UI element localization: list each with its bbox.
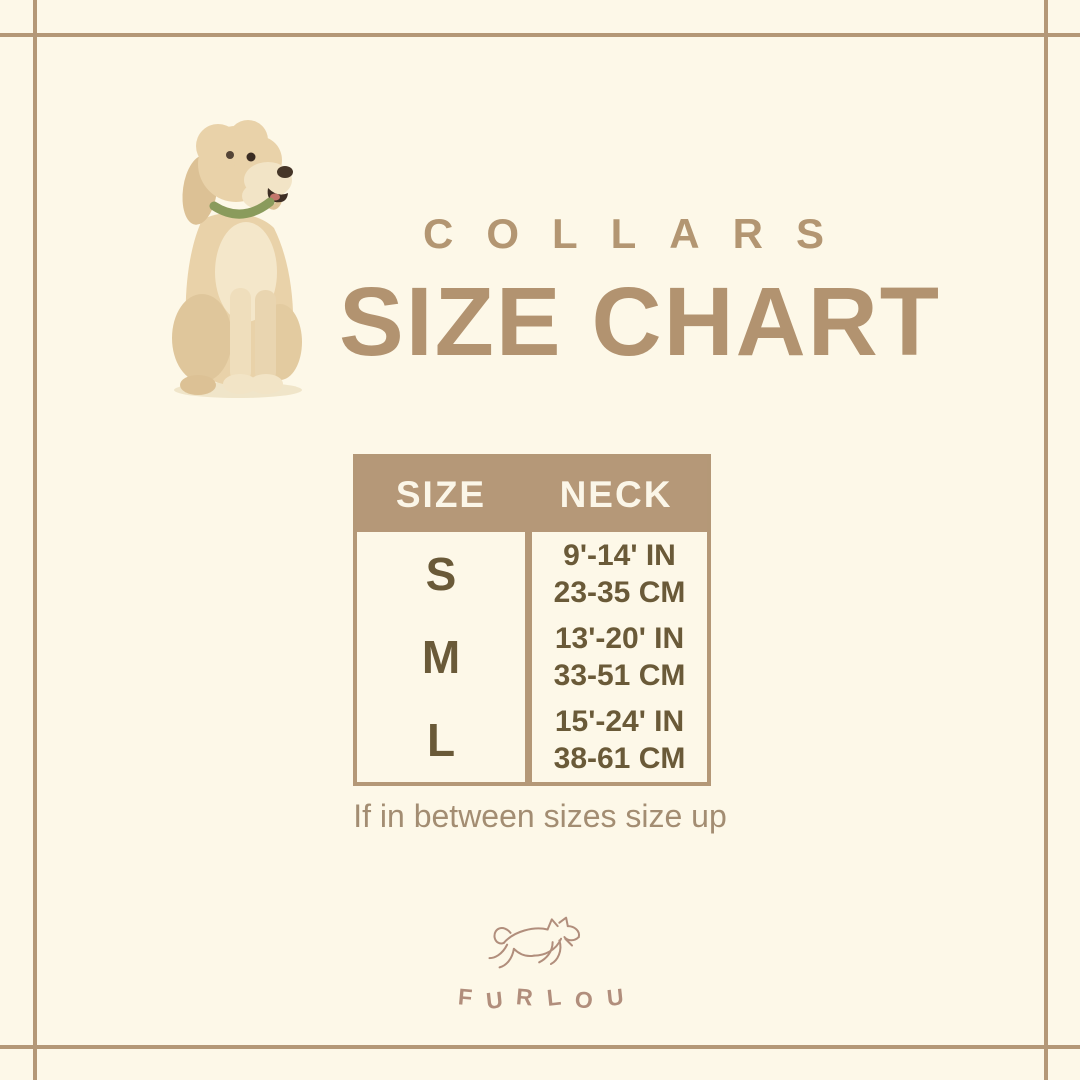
- column-header-size: SIZE: [395, 474, 487, 515]
- sizing-note: If in between sizes size up: [353, 798, 727, 834]
- size-cell-m: M: [421, 630, 461, 683]
- frame-line-left: [33, 0, 37, 1080]
- table-header-row: SIZE NECK: [357, 458, 707, 532]
- leaping-dog-icon: [488, 916, 581, 969]
- size-cell-l: L: [426, 714, 456, 767]
- size-column: S M L: [357, 532, 525, 782]
- neck-inches: 9'-14' IN: [563, 538, 676, 572]
- neck-cell-m: 13'-20' IN 33-51 CM: [532, 615, 707, 698]
- neck-column: 9'-14' IN 23-35 CM 13'-20' IN 33-51 CM 1…: [532, 532, 707, 782]
- frame-line-top: [0, 33, 1080, 37]
- table-body: S M L 9'-14' IN 23-35 CM 13'-20' IN 33-5…: [357, 532, 707, 782]
- sitting-dog-photo: [172, 120, 302, 398]
- size-cell-s: S: [425, 547, 457, 600]
- neck-cell-s: 9'-14' IN 23-35 CM: [532, 532, 707, 615]
- neck-cm: 23-35 CM: [553, 575, 686, 609]
- neck-cm: 38-61 CM: [553, 742, 686, 776]
- column-divider: [525, 532, 532, 782]
- page-title: SIZE CHART: [339, 267, 941, 376]
- neck-cm: 33-51 CM: [553, 658, 686, 692]
- frame-line-bottom: [0, 1045, 1080, 1049]
- neck-inches: 15'-24' IN: [554, 705, 685, 739]
- neck-cell-l: 15'-24' IN 38-61 CM: [532, 699, 707, 782]
- size-chart-table: SIZE NECK S M L 9'-14' IN 23-35 CM 13'-2…: [353, 454, 711, 786]
- column-header-neck: NECK: [559, 474, 673, 515]
- neck-inches: 13'-20' IN: [554, 621, 685, 655]
- frame-line-right: [1044, 0, 1048, 1080]
- category-label: COLLARS: [423, 210, 857, 257]
